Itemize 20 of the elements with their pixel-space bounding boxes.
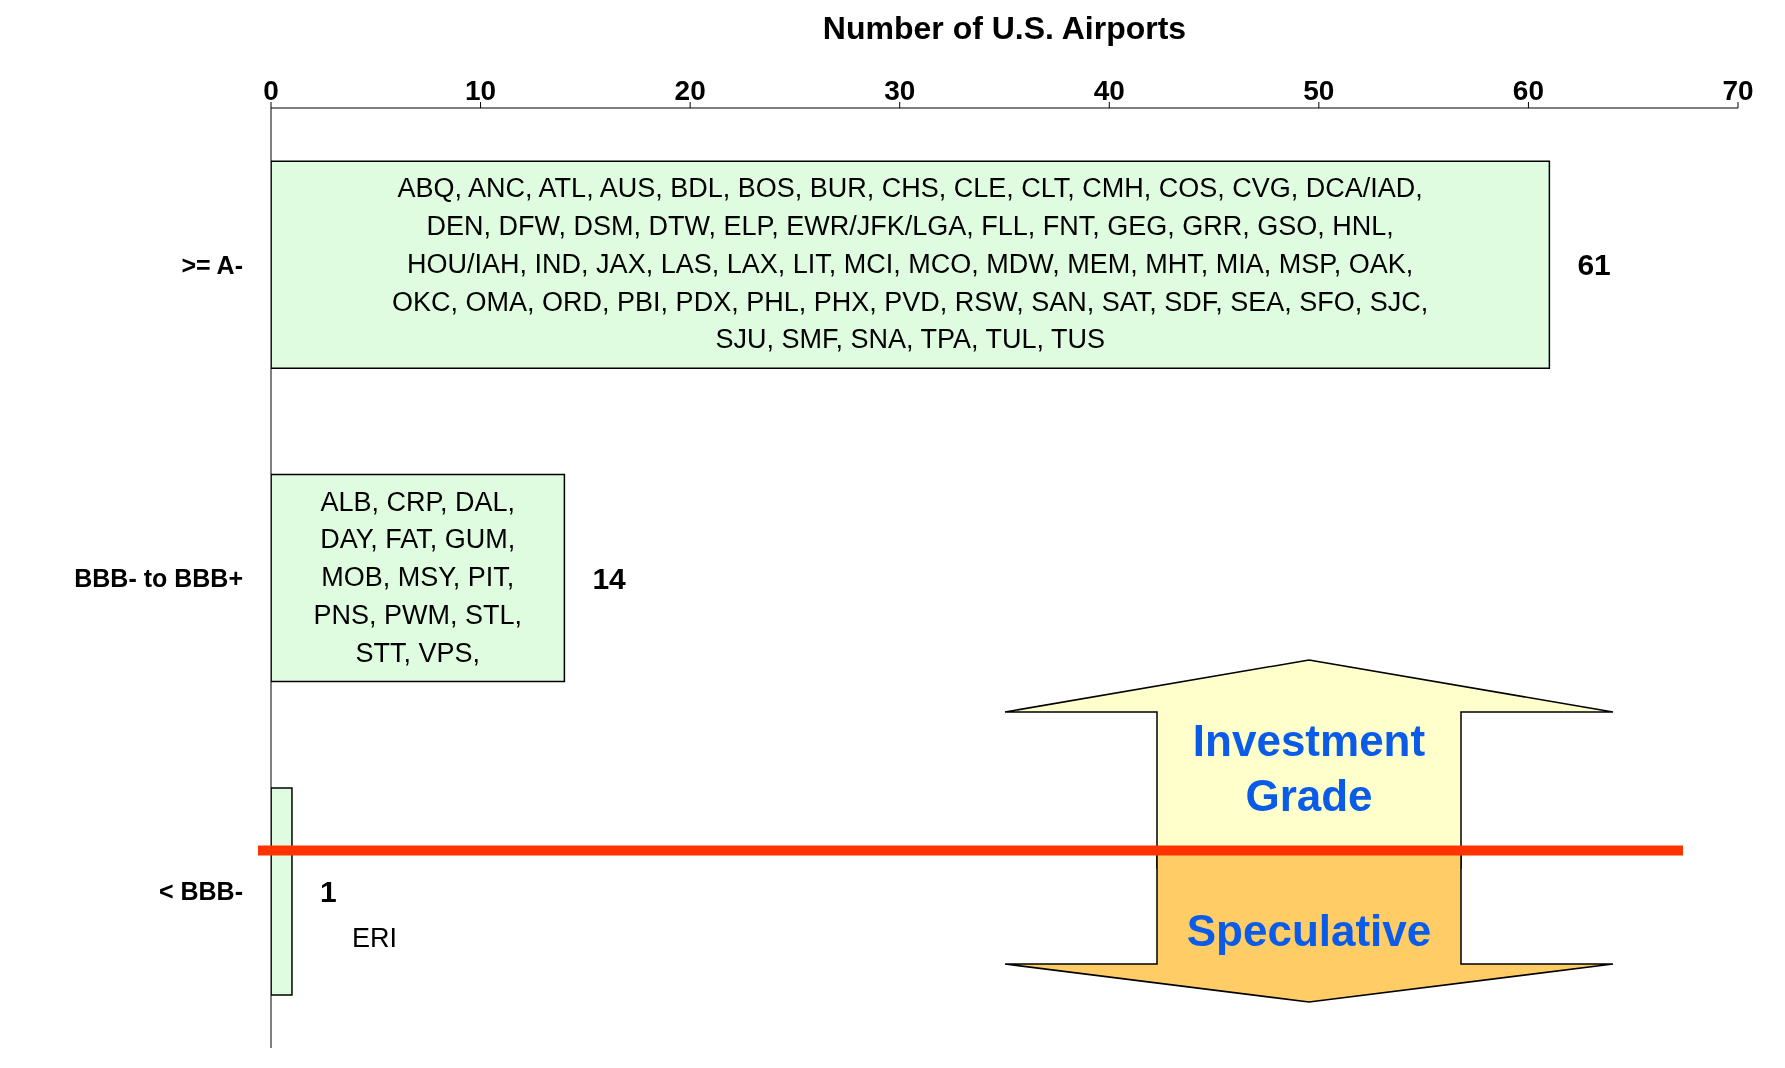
data-label: 14 (592, 561, 627, 595)
annotation: Speculative (1185, 905, 1433, 957)
x-tick-label: 40 (1093, 75, 1125, 106)
x-tick-label: 30 (884, 75, 916, 106)
x-tick-label: 60 (1512, 75, 1545, 106)
x-tick-label: 20 (674, 75, 706, 106)
y-tick-label: BBB- to BBB+ (74, 563, 243, 592)
y-tick-label: < BBB- (158, 877, 243, 906)
annotation: ABQ, ANC, ATL, AUS, BDL, BOS, BUR, CHS, CLE, CLT, CMH, COS, CVG, DCA/IAD, DEN, DFW, DSM, DTW, ELP, EWR/JFK/LGA, FLL, FNT, GEG, GRR, GSO, HNL, HOU/IAH, IND, JAX, LAS, LAX, LIT, MCI, MCO, MDW, MEM, MHT, MIA, MSP, OAK, OKC, OMA, ORD, PBI, PDX, PHL, PHX, PVD, RSW, SAN, SAT, SDF, SEA, SFO, SJC, SJU, SMF, SNA, TPA, TUL, TUS (391, 172, 1430, 357)
annotation: ALB, CRP, DAL, DAY, FAT, GUM, MOB, MSY, PIT, PNS, PWM, STL, STT, VPS, (312, 485, 523, 670)
y-tick-label: >= A- (181, 250, 243, 279)
data-label: 1 (319, 875, 337, 909)
x-tick-label: 10 (464, 75, 497, 106)
annotation: ERI (351, 922, 397, 954)
x-tick-label: 70 (1722, 75, 1754, 106)
x-tick-label: 50 (1303, 75, 1335, 106)
annotation: Investment Grade (1191, 715, 1427, 822)
data-label: 61 (1577, 248, 1611, 282)
x-tick-label: 0 (263, 75, 279, 106)
x-axis-title: Number of U.S. Airports (822, 9, 1187, 46)
